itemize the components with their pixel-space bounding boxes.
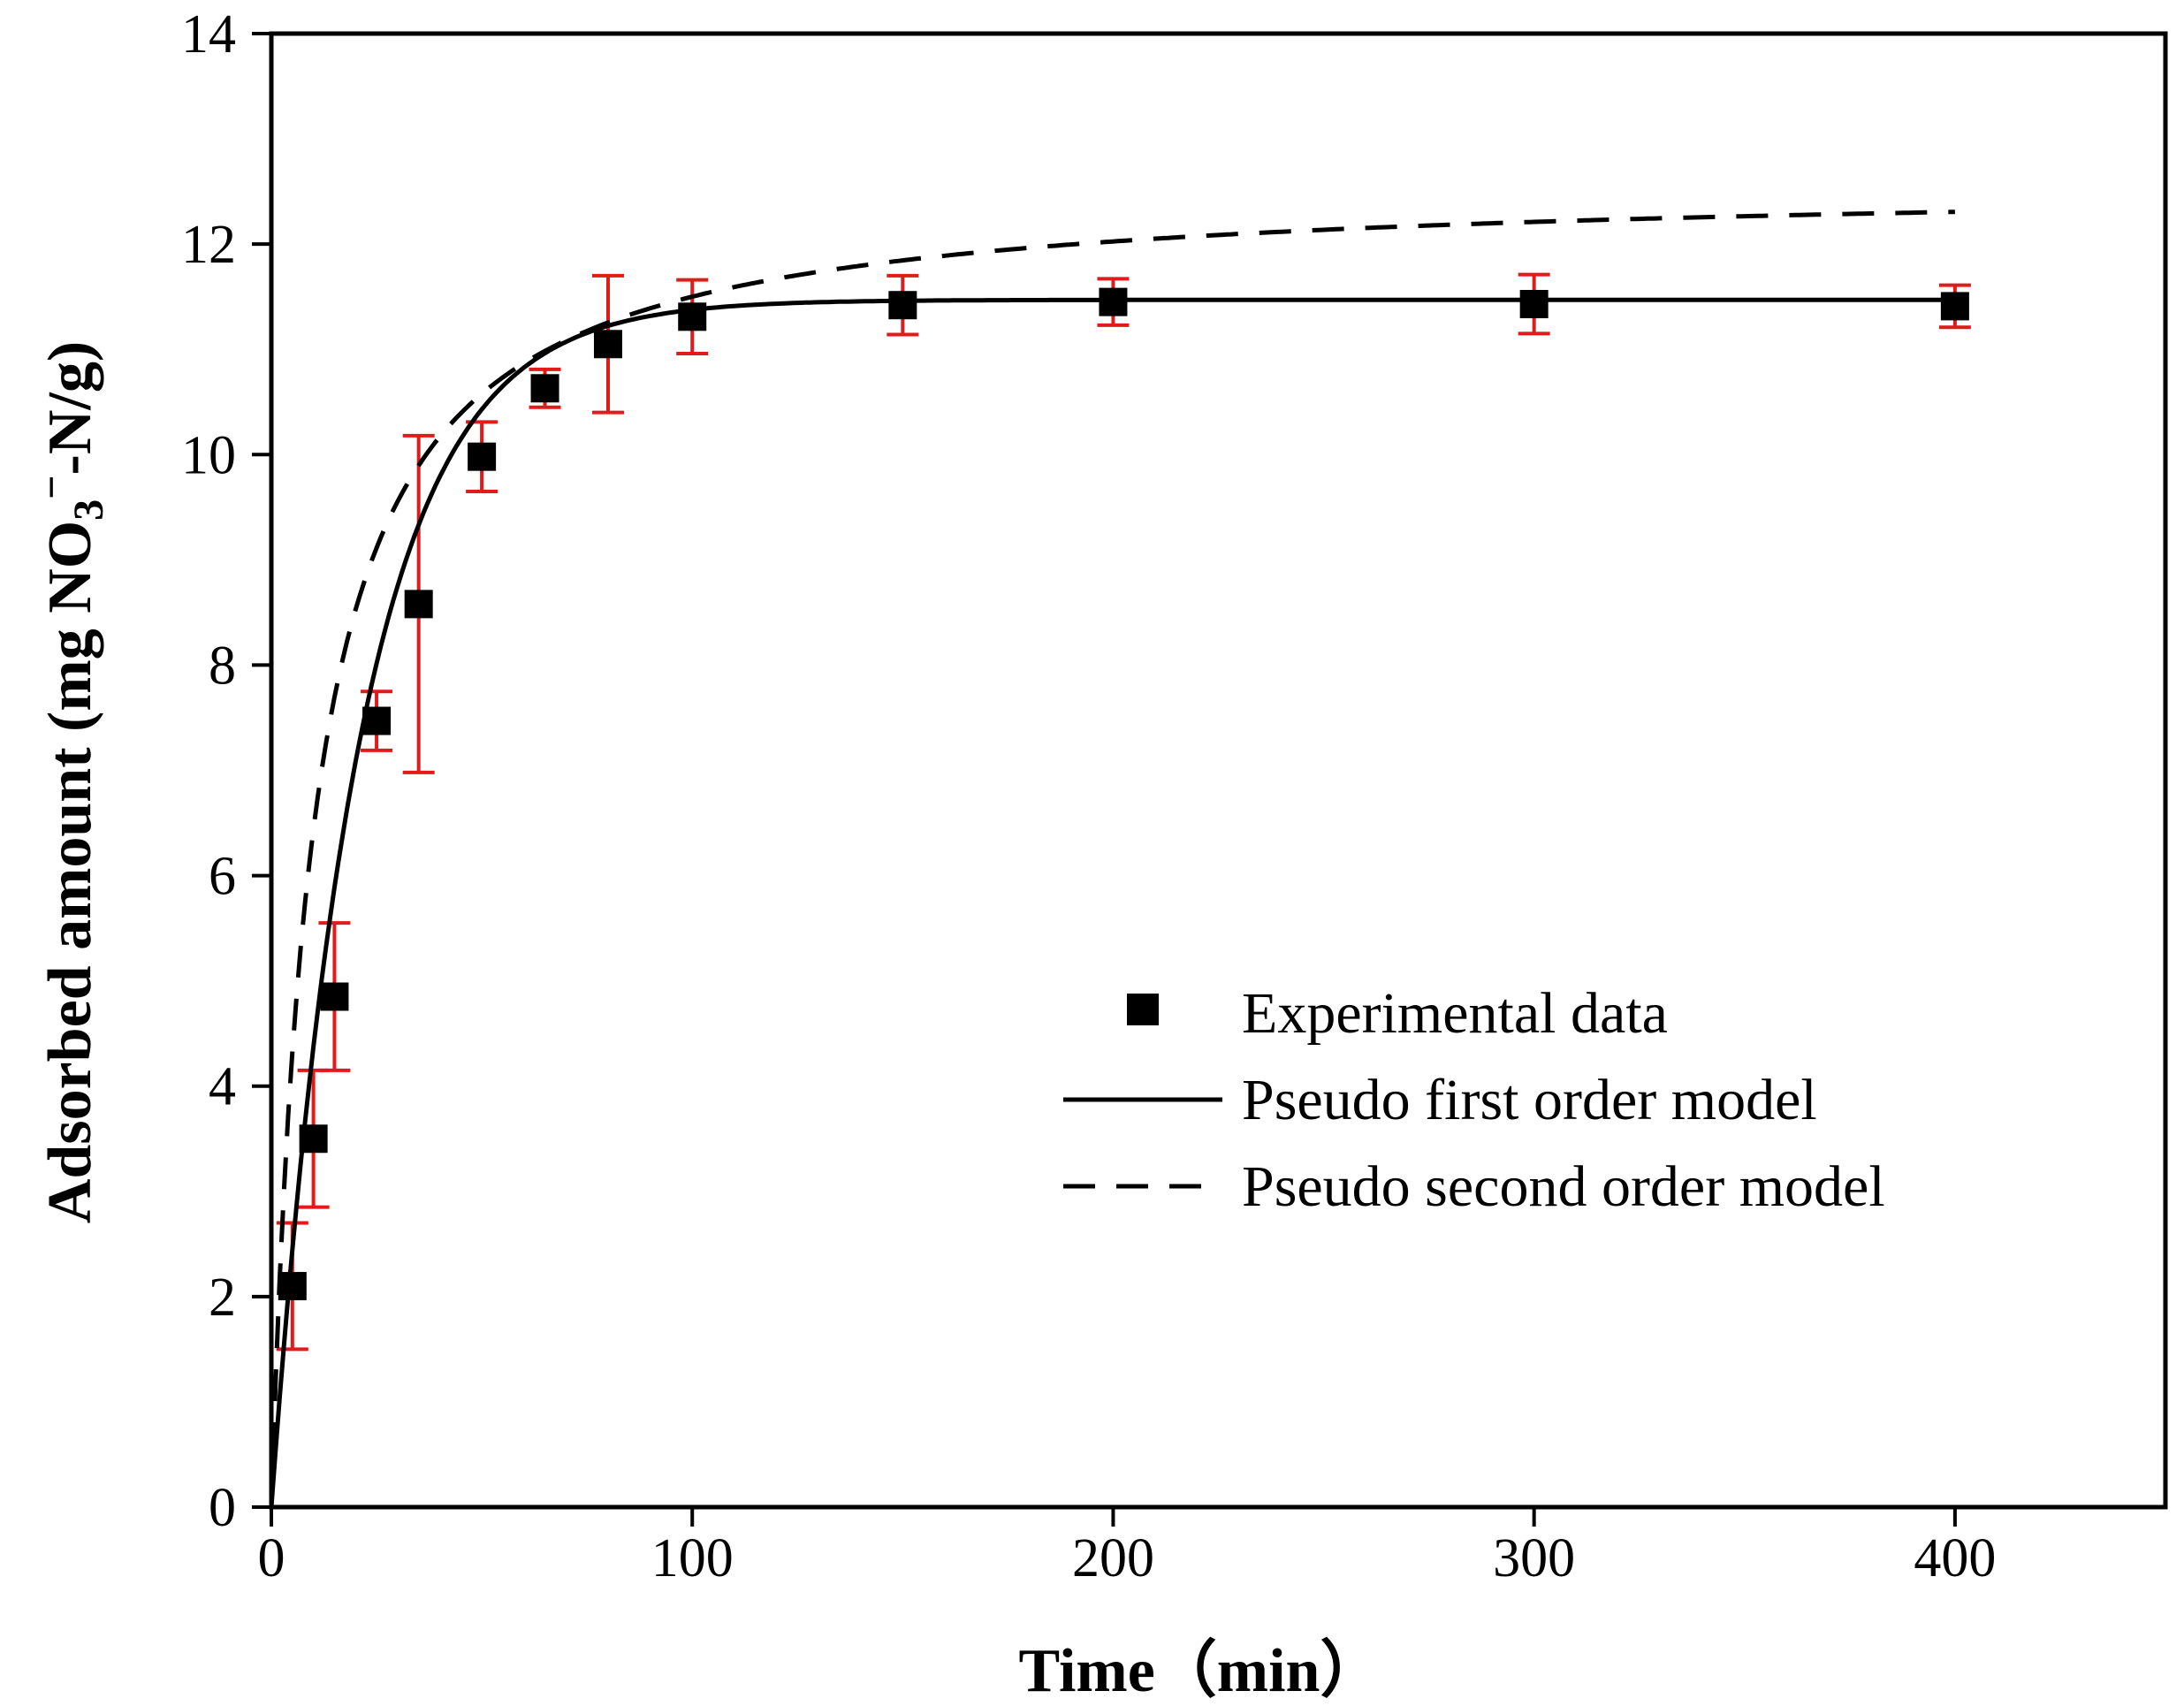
plot-frame [269, 31, 2168, 1510]
pseudo-first-order-curve [269, 297, 1955, 1508]
data-point-0 [278, 1271, 307, 1300]
model-curves [269, 209, 1955, 1508]
y-tick-label-2: 2 [209, 1268, 236, 1328]
y-tick-label-0: 0 [209, 1478, 236, 1538]
pseudo-second-order-curve [269, 209, 1955, 1508]
y-tick-label-6: 6 [209, 847, 236, 907]
data-point-12 [1940, 292, 1969, 321]
data-point-8 [678, 302, 707, 331]
y-tick-label-10: 10 [181, 425, 236, 485]
data-point-3 [362, 706, 392, 735]
y-axis-title-subscript: 3 [65, 499, 112, 521]
x-tick-label-100: 100 [651, 1528, 734, 1588]
data-point-7 [593, 330, 622, 359]
x-tick-label-200: 200 [1072, 1528, 1154, 1588]
data-point-10 [1099, 287, 1128, 316]
x-tick-label-400: 400 [1914, 1528, 1996, 1588]
data-point-11 [1519, 290, 1549, 319]
legend: Experimental data Pseudo first order mod… [1063, 981, 1885, 1219]
data-point-6 [530, 374, 559, 403]
legend-label-experimental: Experimental data [1242, 981, 1668, 1046]
axis-ticks [252, 32, 1957, 1527]
data-point-2 [320, 982, 349, 1011]
data-point-1 [299, 1124, 328, 1154]
legend-label-first-order: Pseudo first order model [1242, 1068, 1817, 1132]
y-tick-label-4: 4 [209, 1057, 236, 1117]
y-tick-label-14: 14 [181, 4, 236, 65]
x-axis-title: Time（min） [1019, 1636, 1382, 1705]
y-tick-label-8: 8 [209, 636, 236, 696]
y-axis-title-superscript: − [28, 475, 75, 499]
legend-marker-experimental [1127, 994, 1159, 1025]
x-tick-label-300: 300 [1493, 1528, 1575, 1588]
y-axis-title: Adsorbed amount (mg NO3−-N/g) [28, 341, 112, 1223]
data-point-5 [468, 442, 497, 471]
y-tick-label-12: 12 [181, 215, 236, 275]
data-point-4 [404, 590, 433, 619]
y-axis-title-prefix: Adsorbed amount (mg NO [36, 521, 104, 1223]
data-point-9 [888, 291, 917, 320]
tick-labels: 0 100 200 300 400 0 2 4 6 8 10 12 14 [181, 4, 1996, 1588]
legend-label-second-order: Pseudo second order model [1242, 1154, 1885, 1219]
data-points [278, 287, 1969, 1300]
y-axis-title-suffix: -N/g) [36, 341, 104, 476]
x-tick-label-0: 0 [258, 1528, 285, 1588]
